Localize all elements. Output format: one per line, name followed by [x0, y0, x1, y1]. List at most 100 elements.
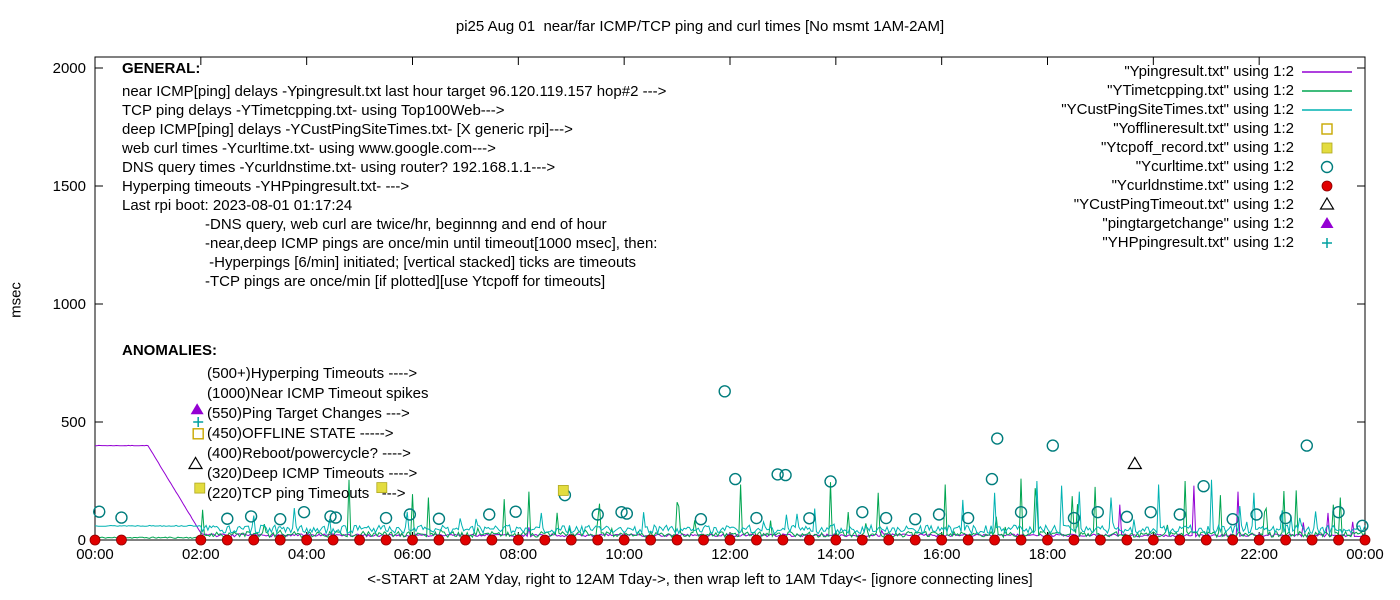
Ycurldnstime-point [1200, 534, 1212, 546]
legend-sample-triangle-filled [1298, 216, 1356, 232]
Ycurldnstime-point [671, 534, 683, 546]
chart-title: pi25 Aug 01 near/far ICMP/TCP ping and c… [455, 18, 945, 35]
Ycurltime-point [403, 508, 417, 521]
x-tick-label: 18:00 [1029, 546, 1067, 563]
general-line-2: TCP ping delays -YTimetcpping.txt- using… [122, 102, 505, 119]
Ycurldnstime-point [698, 534, 709, 546]
Ycurltime-point [620, 507, 634, 520]
anomaly-markers [187, 403, 388, 494]
series-line-YCustPingSiteTimes [94, 479, 1366, 536]
legend-label: "Ycurltime.txt" using 1:2 [1135, 158, 1294, 175]
y-axis-label: msec [7, 282, 25, 318]
Ycurltime-point [1197, 479, 1210, 493]
series-points-Ytcpoff_record [557, 485, 569, 496]
Ycurldnstime-point [1253, 534, 1265, 546]
Ycurldnstime-point [354, 534, 365, 546]
anomaly-line-5: (400)Reboot/powercycle? ----> [207, 445, 411, 462]
Ycurltime-point [879, 511, 893, 525]
Ycurltime-point [803, 512, 816, 525]
x-tick-label: 16:00 [923, 546, 961, 563]
Ycurltime-point [824, 475, 837, 488]
general-note-2: -near,deep ICMP pings are once/min until… [205, 235, 658, 252]
general-note-3: -Hyperpings [6/min] initiated; [vertical… [205, 254, 637, 271]
legend-entry-4: "Yofflineresult.txt" using 1:2 [1061, 119, 1356, 138]
legend-sample-icon [1302, 70, 1352, 73]
Ycurltime-point [1067, 511, 1081, 525]
Ycurltime-point [1091, 505, 1104, 519]
anomaly-marker-5 [376, 482, 388, 494]
legend: "Ypingresult.txt" using 1:2 "YTimetcpping… [1061, 62, 1356, 252]
Ycurltime-point [1226, 513, 1239, 526]
Ycurldnstime-point [89, 534, 101, 546]
Ycurldnstime-point [830, 534, 842, 546]
Ycurldnstime-point [1068, 534, 1080, 546]
general-note-4: -TCP pings are once/min [if plotted][use… [205, 273, 606, 290]
y-tick-label: 2000 [53, 60, 86, 77]
legend-sample-line [1298, 83, 1356, 99]
general-line-1: near ICMP[ping] delays -Ypingresult.txt … [122, 83, 667, 100]
Ycurldnstime-point [1280, 534, 1292, 546]
Ycurldnstime-point [380, 534, 392, 546]
Ycurldnstime-point [803, 534, 815, 546]
legend-sample-icon [1319, 196, 1335, 210]
Ycurltime-point [1014, 505, 1028, 519]
x-tick-label: 06:00 [394, 546, 432, 563]
general-line-3: deep ICMP[ping] delays -YCustPingSiteTim… [122, 121, 573, 138]
general-heading: GENERAL: [122, 60, 201, 77]
legend-sample-icon [1321, 180, 1333, 191]
y-tick-label: 1000 [53, 296, 86, 313]
legend-sample-square-open [1298, 121, 1356, 137]
Ycurldnstime-point [1333, 534, 1344, 546]
Ycurltime-point [729, 472, 742, 486]
legend-label: "Ycurldnstime.txt" using 1:2 [1111, 177, 1294, 194]
series-points-YCustPingTimeout [1127, 456, 1143, 470]
Ycurldnstime-point [1121, 534, 1133, 546]
anomaly-line-4: (450)OFFLINE STATE -----> [207, 425, 394, 442]
legend-sample-icon [1320, 160, 1334, 173]
Ycurltime-point [432, 512, 446, 525]
x-axis-label: <-START at 2AM Yday, right to 12AM Tday-… [367, 571, 1033, 588]
Ycurltime-point [771, 468, 784, 481]
Ycurltime-point [985, 472, 999, 486]
Ycurltime-point [591, 508, 604, 521]
Ycurldnstime-point [1095, 534, 1106, 546]
Ycurldnstime-point [989, 534, 1000, 546]
legend-sample-icon [1321, 122, 1333, 135]
Ytcpoff_record-point [557, 485, 569, 496]
general-lines: near ICMP[ping] delays -Ypingresult.txt … [122, 82, 666, 215]
x-tick-label: 20:00 [1135, 546, 1173, 563]
Ycurldnstime-point [460, 534, 471, 546]
legend-entry-6: "Ycurltime.txt" using 1:2 [1061, 157, 1356, 176]
general-line-4: web curl times -Ycurltime.txt- using www… [122, 140, 496, 157]
Ycurltime-point [483, 508, 496, 521]
Ycurltime-point [856, 505, 869, 519]
legend-label: "Yofflineresult.txt" using 1:2 [1113, 120, 1294, 137]
anomaly-line-1: (500+)Hyperping Timeouts ----> [207, 365, 418, 382]
x-tick-label: 04:00 [288, 546, 326, 563]
Ycurltime-point [750, 511, 763, 525]
legend-entry-10: "YHPpingresult.txt" using 1:2 [1061, 233, 1356, 252]
x-tick-label: 12:00 [711, 546, 749, 563]
Ycurldnstime-point [486, 534, 498, 546]
legend-sample-icon [1302, 89, 1352, 92]
Ycurldnstime-point [936, 534, 948, 546]
Ycurltime-point [961, 511, 975, 525]
series-points-Ycurldnstime [89, 534, 1371, 546]
general-note-1: -DNS query, web curl are twice/hr, begin… [205, 216, 607, 233]
Ycurltime-point [991, 432, 1004, 445]
anomaly-line-3: (550)Ping Target Changes ---> [207, 405, 410, 422]
general-line-6: Hyperping timeouts -YHPpingresult.txt- -… [122, 178, 410, 195]
legend-sample-circle-open [1298, 159, 1356, 175]
Ycurltime-point [1046, 439, 1059, 452]
x-tick-label: 08:00 [500, 546, 538, 563]
Ycurltime-point [379, 511, 393, 525]
legend-sample-icon [1322, 237, 1332, 248]
Ycurltime-point [1332, 505, 1345, 519]
anomaly-line-2: (1000)Near ICMP Timeout spikes [207, 385, 429, 402]
legend-plus-sample [1322, 237, 1332, 248]
Ycurldnstime-point [1147, 534, 1159, 546]
Ycurltime-point [221, 512, 234, 525]
legend-label: "YHPpingresult.txt" using 1:2 [1102, 234, 1294, 251]
series-points-YHPpingresult [193, 417, 204, 427]
Ycurldnstime-point [645, 534, 657, 546]
